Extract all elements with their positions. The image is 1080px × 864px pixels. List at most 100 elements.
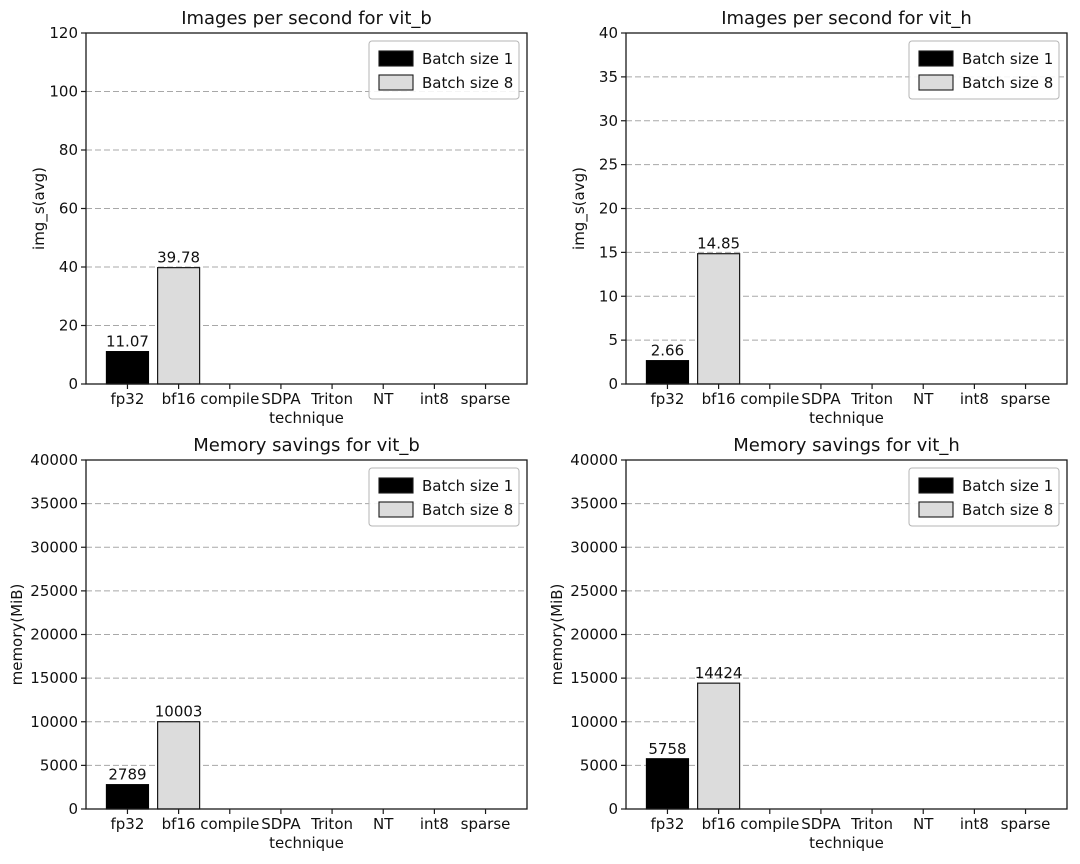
y-tick-label: 35000 bbox=[30, 495, 78, 513]
legend-swatch bbox=[918, 477, 954, 494]
y-tick-label: 40 bbox=[599, 24, 618, 42]
bar-value-label: 2789 bbox=[108, 766, 146, 784]
x-tick-label: NT bbox=[913, 390, 934, 408]
y-tick-label: 15000 bbox=[570, 669, 618, 687]
bar-bf16 bbox=[697, 253, 741, 385]
x-tick-label: NT bbox=[373, 390, 394, 408]
y-tick-label: 60 bbox=[59, 200, 78, 218]
legend-swatch bbox=[918, 501, 954, 518]
bar-fp32 bbox=[645, 360, 690, 385]
x-tick-label: compile bbox=[200, 815, 259, 833]
x-tick-label: sparse bbox=[1001, 815, 1051, 833]
subplot-images-per-second-vit-b: 11.07 39.78 0 20 40 60 80 100 120 fp32 bf16 compile… bbox=[30, 8, 528, 427]
x-tick-label: SDPA bbox=[801, 390, 841, 408]
y-tick-label: 10000 bbox=[30, 713, 78, 731]
y-tick-label: 80 bbox=[59, 141, 78, 159]
subplot-memory-savings-vit-h: 5758 14424 0 5000 10000 15000 20000 25000 30000 3… bbox=[548, 435, 1068, 852]
x-tick-label: sparse bbox=[461, 390, 511, 408]
y-axis-label: img_s(avg) bbox=[30, 167, 49, 250]
y-tick-label: 25 bbox=[599, 156, 618, 174]
legend-swatch bbox=[918, 74, 954, 91]
y-tick-label: 30000 bbox=[30, 538, 78, 556]
y-tick-label: 5 bbox=[608, 331, 618, 349]
x-tick-label: fp32 bbox=[651, 815, 685, 833]
subplot-memory-savings-vit-b: 2789 10003 0 5000 10000 15000 20000 25000 30000 3… bbox=[8, 435, 528, 852]
legend-swatch bbox=[378, 477, 414, 494]
x-tick-label: int8 bbox=[960, 815, 989, 833]
bar-bf16 bbox=[157, 267, 201, 385]
y-tick-label: 0 bbox=[608, 375, 618, 393]
y-tick-label: 25000 bbox=[570, 582, 618, 600]
bar-value-label: 14.85 bbox=[697, 235, 740, 253]
legend-label: Batch size 1 bbox=[962, 50, 1053, 68]
y-tick-label: 100 bbox=[49, 83, 78, 101]
x-tick-label: sparse bbox=[1001, 390, 1051, 408]
y-tick-label: 30000 bbox=[570, 538, 618, 556]
y-tick-label: 40 bbox=[59, 258, 78, 276]
bar-bf16 bbox=[157, 721, 201, 810]
y-tick-label: 0 bbox=[68, 375, 78, 393]
x-tick-label: SDPA bbox=[801, 815, 841, 833]
x-tick-label: Triton bbox=[850, 815, 893, 833]
bar-value-label: 39.78 bbox=[157, 249, 200, 267]
y-tick-label: 20000 bbox=[30, 626, 78, 644]
bar-value-label: 10003 bbox=[155, 703, 203, 721]
legend-label: Batch size 8 bbox=[422, 74, 513, 92]
bar-value-label: 14424 bbox=[695, 664, 743, 682]
y-tick-label: 30 bbox=[599, 112, 618, 130]
x-tick-label: NT bbox=[373, 815, 394, 833]
x-tick-label: compile bbox=[200, 390, 259, 408]
y-tick-label: 20 bbox=[59, 317, 78, 335]
y-tick-label: 15 bbox=[599, 243, 618, 261]
y-tick-label: 40000 bbox=[570, 451, 618, 469]
chart-title: Images per second for vit_b bbox=[181, 8, 432, 29]
y-tick-label: 120 bbox=[49, 24, 78, 42]
x-tick-label: fp32 bbox=[111, 815, 145, 833]
x-axis-label: technique bbox=[809, 409, 884, 427]
x-tick-label: Triton bbox=[310, 390, 353, 408]
y-axis-label: img_s(avg) bbox=[570, 167, 589, 250]
legend-label: Batch size 1 bbox=[422, 477, 513, 495]
y-axis-label: memory(MiB) bbox=[548, 584, 566, 686]
legend-label: Batch size 1 bbox=[422, 50, 513, 68]
chart-title: Images per second for vit_h bbox=[721, 8, 972, 29]
bar-fp32 bbox=[105, 351, 150, 385]
x-axis-label: technique bbox=[269, 834, 344, 852]
x-tick-label: bf16 bbox=[702, 390, 736, 408]
x-tick-label: bf16 bbox=[702, 815, 736, 833]
y-tick-label: 20000 bbox=[570, 626, 618, 644]
legend-label: Batch size 8 bbox=[422, 501, 513, 519]
y-tick-label: 5000 bbox=[580, 756, 618, 774]
x-tick-label: int8 bbox=[420, 390, 449, 408]
x-tick-label: fp32 bbox=[111, 390, 145, 408]
legend-label: Batch size 8 bbox=[962, 74, 1053, 92]
y-tick-label: 10 bbox=[599, 287, 618, 305]
x-tick-label: fp32 bbox=[651, 390, 685, 408]
x-tick-label: SDPA bbox=[261, 815, 301, 833]
x-tick-label: int8 bbox=[420, 815, 449, 833]
x-tick-label: Triton bbox=[850, 390, 893, 408]
legend-swatch bbox=[378, 50, 414, 67]
bar-value-label: 11.07 bbox=[106, 333, 149, 351]
x-axis-label: technique bbox=[809, 834, 884, 852]
y-tick-label: 35000 bbox=[570, 495, 618, 513]
legend-swatch bbox=[918, 50, 954, 67]
x-tick-label: compile bbox=[740, 390, 799, 408]
y-tick-label: 0 bbox=[68, 800, 78, 818]
x-tick-label: Triton bbox=[310, 815, 353, 833]
y-tick-label: 15000 bbox=[30, 669, 78, 687]
x-tick-label: bf16 bbox=[162, 390, 196, 408]
legend-swatch bbox=[378, 74, 414, 91]
x-tick-label: int8 bbox=[960, 390, 989, 408]
bar-value-label: 5758 bbox=[648, 740, 686, 758]
y-tick-label: 40000 bbox=[30, 451, 78, 469]
y-tick-label: 5000 bbox=[40, 756, 78, 774]
x-axis-label: technique bbox=[269, 409, 344, 427]
x-tick-label: NT bbox=[913, 815, 934, 833]
x-tick-label: compile bbox=[740, 815, 799, 833]
legend-label: Batch size 8 bbox=[962, 501, 1053, 519]
legend-swatch bbox=[378, 501, 414, 518]
bar-fp32 bbox=[105, 784, 150, 810]
y-tick-label: 35 bbox=[599, 68, 618, 86]
